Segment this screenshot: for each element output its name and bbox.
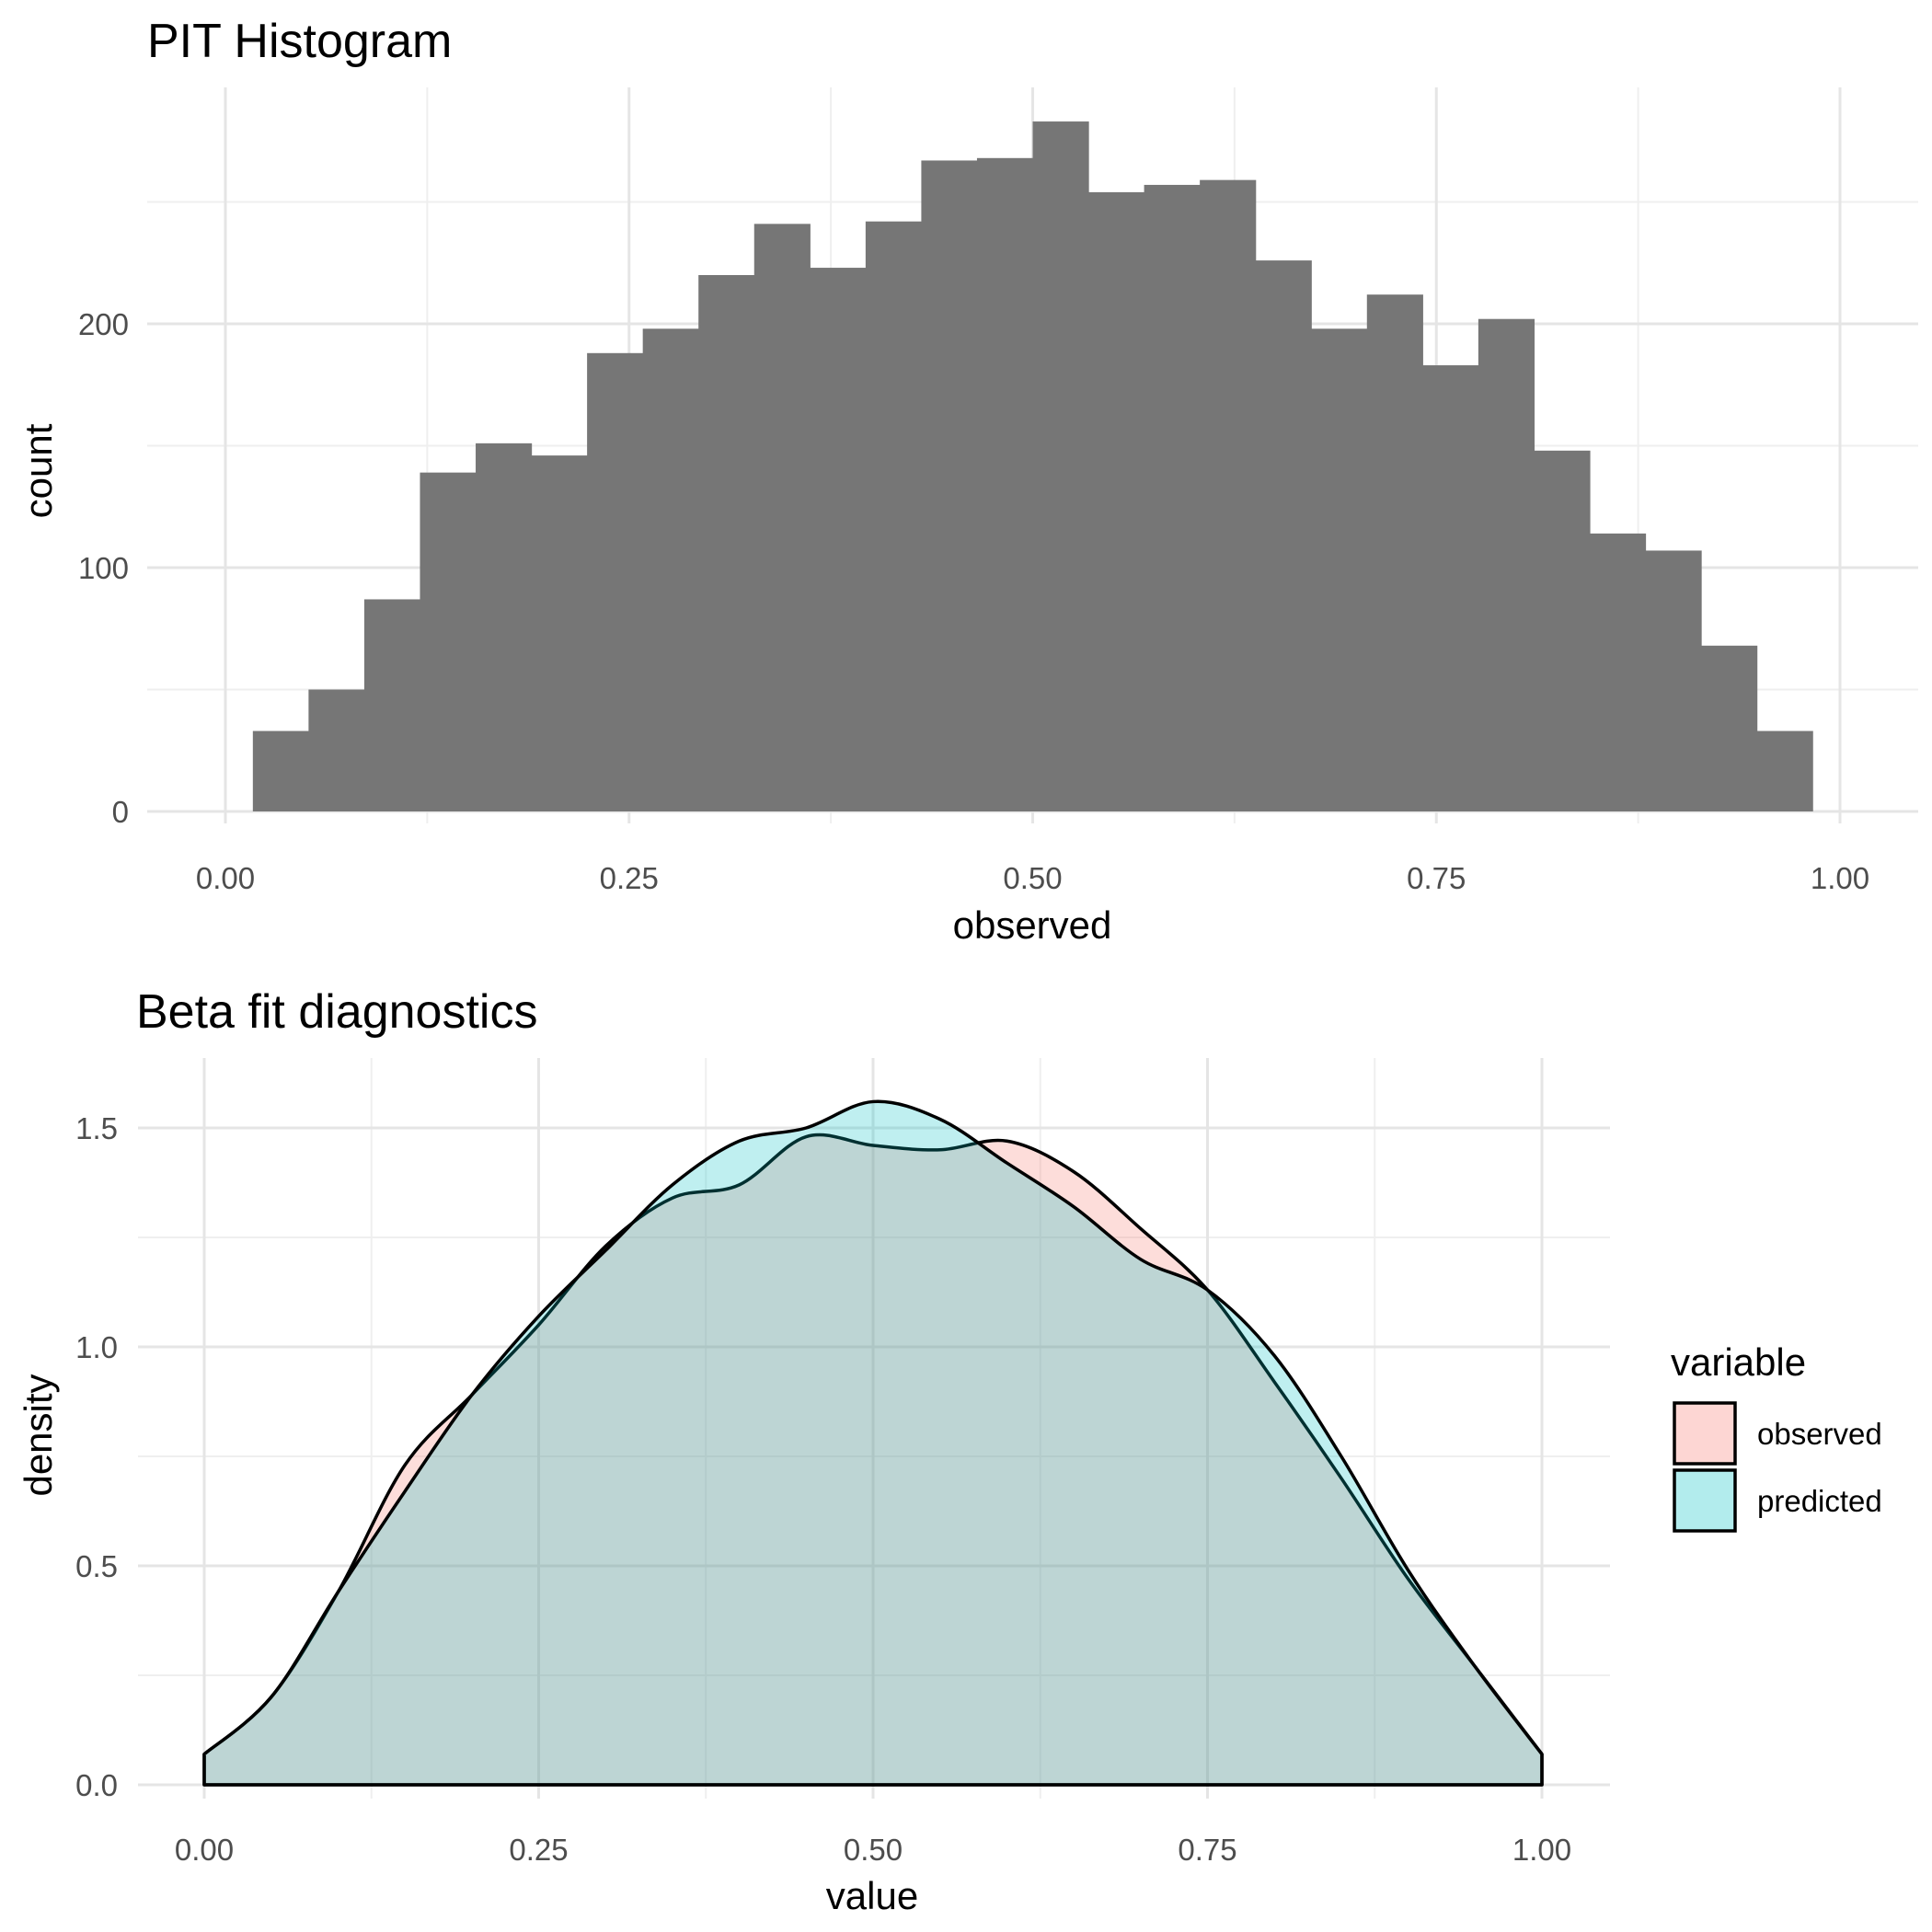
histogram-bar [1701,645,1758,811]
histogram-bar [1255,260,1312,812]
histogram-bar [420,472,477,811]
x-tick-labels: 0.00 0.25 0.50 0.75 1.00 [175,1833,1571,1867]
y-tick-labels: 0 100 200 [78,307,129,829]
x-tick-label: 0.00 [175,1833,234,1867]
histogram-bar [865,221,923,811]
legend-key-predicted [1673,1468,1737,1533]
histogram-bar [698,275,755,811]
histogram-bar [753,224,811,812]
histogram-bar [921,160,978,811]
histogram-bar [1311,328,1368,811]
y-tick-labels: 0.0 0.5 1.0 1.5 [75,1111,118,1802]
pit-histogram-panel: PIT Histogram 0.00 0.25 0.50 0.75 1.00 0 100 2… [17,15,1918,947]
density-areas [202,1099,1544,1787]
x-tick-label: 1.00 [1512,1833,1571,1867]
histogram-bar [1589,533,1647,811]
y-axis-title: count [17,423,60,518]
histogram-bar [1645,550,1702,811]
legend-label-predicted: predicted [1757,1484,1882,1518]
y-tick-label: 1.5 [75,1111,118,1145]
histogram-bar [1088,191,1145,811]
y-tick-label: 0.0 [75,1768,118,1802]
histogram-bar [1534,450,1591,811]
histogram-bar [1478,318,1535,811]
histogram-bar [1756,730,1813,811]
legend-key-observed [1673,1401,1737,1466]
gridlines [138,1058,1610,1799]
chart-title: Beta fit diagnostics [136,985,537,1039]
histogram-bar [1032,121,1089,812]
histogram-bar [810,268,867,811]
histogram-bar [1200,179,1257,811]
histogram-bar [476,443,533,811]
y-tick-label: 0 [112,795,129,829]
legend-label-observed: observed [1757,1417,1882,1451]
x-tick-label: 0.75 [1407,861,1466,895]
y-axis-title: density [17,1374,60,1496]
histogram-bar [363,599,421,811]
x-tick-label: 0.75 [1178,1833,1236,1867]
x-tick-label: 0.50 [1003,861,1062,895]
x-tick-label: 0.00 [196,861,255,895]
histogram-bar [976,157,1034,812]
histogram-bar [1366,294,1423,811]
y-tick-label: 200 [78,307,129,341]
x-tick-label: 1.00 [1811,861,1869,895]
x-tick-label: 0.50 [844,1833,903,1867]
x-axis-title: value [826,1874,918,1917]
histogram-bar [308,689,365,811]
histogram-bar [252,730,309,811]
x-tick-labels: 0.00 0.25 0.50 0.75 1.00 [196,861,1869,895]
legend: variable observed predicted [1671,1340,1882,1533]
y-tick-label: 100 [78,551,129,585]
y-tick-label: 1.0 [75,1330,118,1364]
legend-title: variable [1671,1340,1806,1384]
histogram-bar [1144,184,1201,811]
histogram-bars [252,121,1813,812]
x-axis-title: observed [953,903,1112,947]
density-area-predicted [202,1099,1544,1787]
density-area-observed [202,1133,1544,1787]
histogram-bar [587,352,644,811]
beta-fit-panel: Beta fit diagnostics 0.00 0.25 0.50 0.75 1.0… [17,985,1882,1917]
histogram-bar [642,328,699,811]
histogram-bar [1422,365,1479,811]
x-tick-label: 0.25 [509,1833,568,1867]
y-tick-label: 0.5 [75,1549,118,1583]
chart-title: PIT Histogram [147,15,452,68]
x-tick-label: 0.25 [600,861,659,895]
histogram-bar [531,455,588,811]
